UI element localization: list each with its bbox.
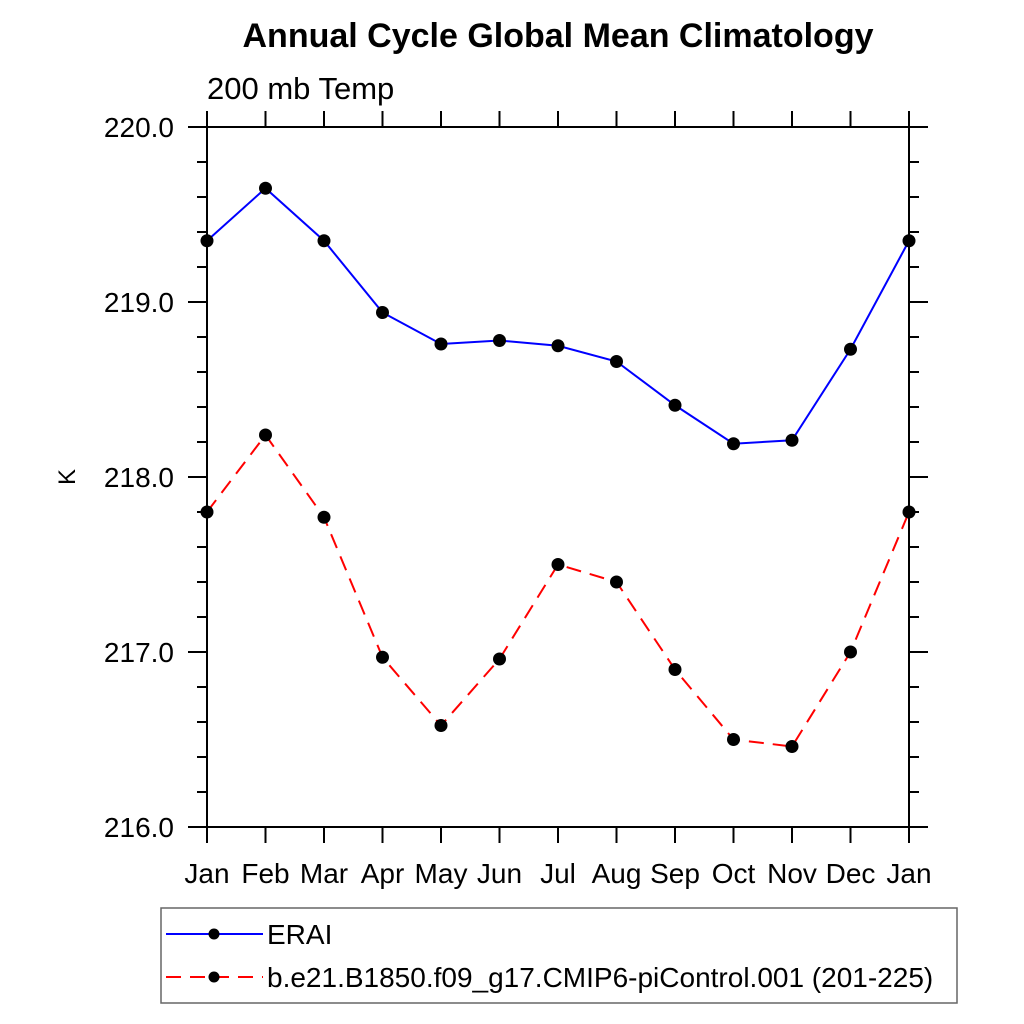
data-point-marker (551, 558, 565, 571)
x-tick-label: Feb (241, 858, 289, 889)
y-tick-label: 220.0 (104, 112, 174, 143)
data-point-marker (668, 398, 682, 412)
data-point-marker (902, 234, 916, 248)
y-axis-label: K (54, 469, 81, 485)
x-tick-label: Jan (184, 858, 229, 889)
series-layer (200, 181, 916, 753)
axes-layer: Jan Feb Mar Apr May Jun Jul Aug Sep Oct Nov Dec Jan 2… (104, 111, 932, 889)
legend-label-model: b.e21.B1850.f09_g17.CMIP6-piControl.001 … (267, 962, 933, 993)
data-point-marker (785, 740, 799, 753)
data-point-marker (610, 575, 623, 589)
data-point-marker (493, 334, 506, 347)
data-point-marker (844, 342, 857, 356)
x-tick-label: Jun (477, 858, 522, 889)
data-point-marker (317, 234, 331, 248)
legend-sample-marker (208, 928, 220, 940)
legend-sample-marker (208, 971, 220, 983)
data-point-marker (376, 650, 389, 664)
legend-label-erai: ERAI (267, 919, 332, 950)
data-point-marker (551, 339, 565, 353)
legend-box (160, 907, 958, 1004)
y-tick-label: 217.0 (104, 637, 174, 668)
data-point-marker (727, 437, 740, 451)
plot-area (206, 126, 910, 828)
x-tick-label: Sep (650, 858, 700, 889)
data-point-marker (376, 306, 389, 319)
data-point-marker (902, 505, 916, 519)
x-tick-label: Apr (361, 858, 405, 889)
x-tick-label: May (415, 858, 468, 889)
legend: ERAI b.e21.B1850.f09_g17.CMIP6-piControl… (160, 907, 958, 1004)
x-tick-label: Aug (592, 858, 642, 889)
y-tick-label: 216.0 (104, 812, 174, 843)
data-point-marker (610, 355, 623, 368)
data-point-marker (317, 510, 331, 524)
data-point-marker (844, 645, 857, 659)
data-point-marker (200, 234, 214, 248)
y-tick-label: 218.0 (104, 462, 174, 493)
data-point-marker (259, 428, 272, 442)
series-line-solid (206, 186, 910, 445)
data-point-marker (668, 663, 682, 676)
series-line-dashed (206, 433, 910, 748)
x-tick-label: Dec (826, 858, 876, 889)
data-point-marker (493, 652, 506, 666)
data-point-marker (434, 719, 448, 732)
x-tick-label: Jan (886, 858, 931, 889)
data-point-marker (727, 733, 740, 746)
chart-title: Annual Cycle Global Mean Climatology (243, 17, 874, 55)
data-point-marker (259, 181, 272, 195)
data-point-marker (200, 505, 214, 519)
y-tick-label: 219.0 (104, 287, 174, 318)
data-point-marker (785, 433, 799, 447)
legend-samples (166, 928, 263, 983)
x-tick-label: Jul (540, 858, 576, 889)
chart-subtitle: 200 mb Temp (207, 71, 394, 106)
x-tick-label: Mar (300, 858, 348, 889)
data-point-marker (434, 337, 448, 351)
x-tick-label: Oct (712, 858, 756, 889)
x-tick-label: Nov (767, 858, 817, 889)
